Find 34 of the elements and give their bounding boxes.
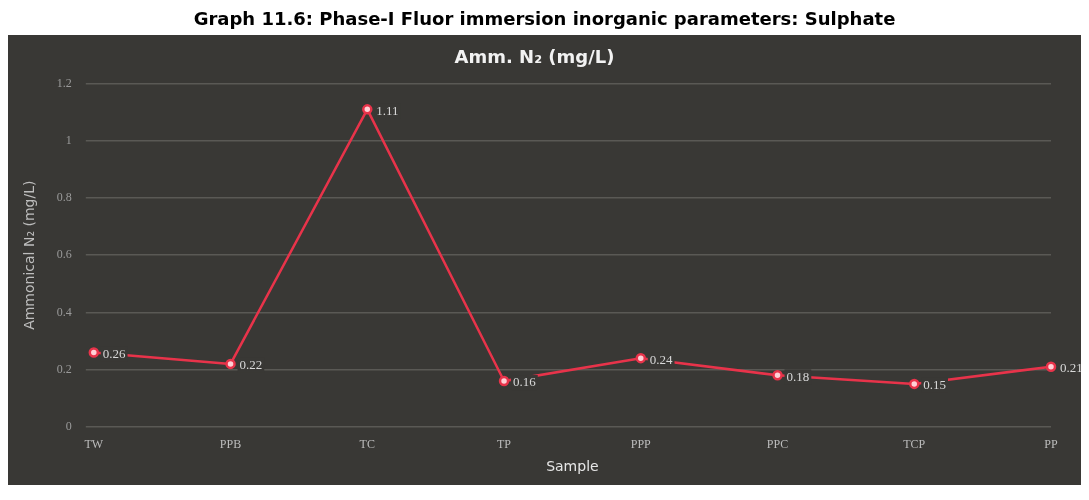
chart-subtitle: Amm. N₂ (mg/L) [454,46,615,68]
data-label: 0.16 [513,374,537,390]
point [1045,361,1057,372]
point [498,375,510,387]
x-tick-label: PPC [766,437,789,452]
x-tick-label: PPB [219,437,242,452]
y-tick-label: 1 [65,132,72,147]
data-label: 1.11 [376,102,399,118]
y-tick-label: 0.2 [56,361,72,376]
chart-title: Graph 11.6: Phase-I Fluor immersion inorganic parameters: Sulphate [192,8,897,29]
x-axis-title: Sample [546,458,599,475]
point [88,347,100,358]
x-tick-label: PPP [630,437,652,452]
x-tick-label: PP [1044,437,1058,452]
data-label: 0.15 [923,377,947,393]
data-label: 0.22 [239,357,263,373]
y-axis-title: Ammonical N₂ (mg/L) [21,180,38,330]
x-tick-label: TC [359,437,375,452]
y-tick-label: 1.2 [56,75,72,90]
x-tick-label: TP [497,437,512,452]
point [772,370,783,381]
x-tick-label: TW [84,437,104,452]
x-tick-label: TCP [903,437,926,452]
y-tick-label: 0.4 [56,304,72,319]
y-tick-label: 0.8 [56,190,72,205]
data-label: 0.24 [649,351,674,367]
point [635,352,647,364]
y-tick-label: 0.6 [56,247,72,262]
y-tick-label: 0 [65,418,72,433]
point [909,378,920,390]
point [225,358,236,370]
point [362,104,373,115]
data-label: 0.26 [102,345,127,361]
data-label: 0.18 [786,368,810,384]
